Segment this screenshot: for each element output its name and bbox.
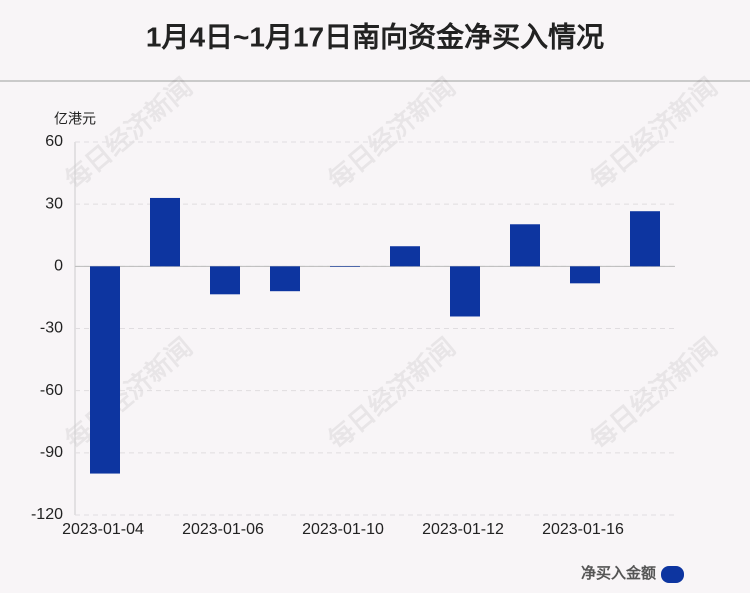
bar [570, 266, 600, 284]
bar [510, 224, 540, 267]
x-tick-label: 2023-01-06 [182, 521, 264, 538]
bar [450, 266, 480, 317]
bar [210, 266, 240, 295]
x-tick-label: 2023-01-16 [542, 521, 624, 538]
y-tick-label: -60 [40, 382, 63, 399]
legend-swatch [661, 566, 684, 583]
chart-title: 1月4日~1月17日南向资金净买入情况 [146, 20, 604, 52]
bar [150, 197, 180, 267]
y-tick-label: 60 [45, 133, 63, 150]
y-axis-label: 亿港元 [54, 111, 96, 127]
legend-label: 净买入金额 [581, 564, 656, 582]
bar [630, 211, 660, 267]
y-tick-label: -90 [40, 444, 63, 461]
x-tick-label: 2023-01-12 [422, 521, 504, 538]
bar [90, 266, 120, 474]
bar [390, 246, 420, 267]
bar [270, 266, 300, 292]
y-tick-label: 30 [45, 195, 63, 212]
y-tick-label: 0 [54, 258, 63, 275]
x-tick-label: 2023-01-10 [302, 521, 384, 538]
y-tick-label: -120 [31, 506, 63, 523]
x-tick-label: 2023-01-04 [62, 521, 144, 538]
y-tick-label: -30 [40, 320, 63, 337]
bar [330, 266, 360, 267]
